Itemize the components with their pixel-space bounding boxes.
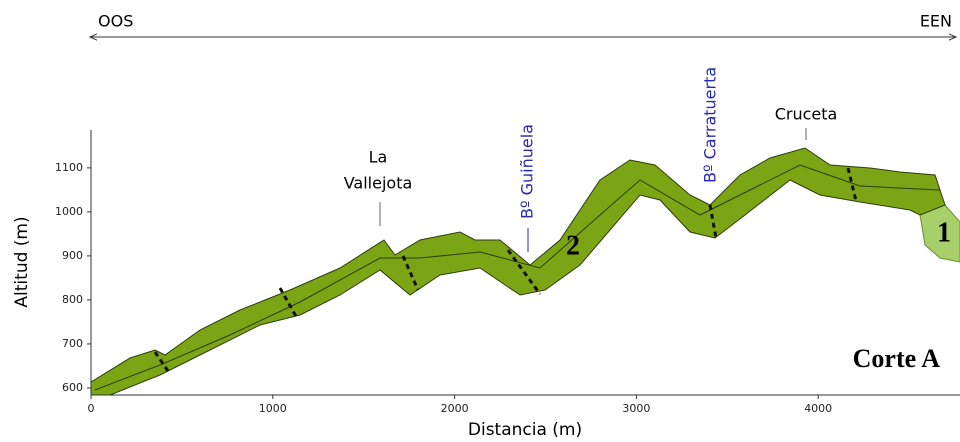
x-tick-label: 4000: [804, 402, 832, 415]
direction-right: EEN: [920, 12, 952, 31]
x-axis-title: Distancia (m): [468, 420, 582, 440]
place-label-2: Vallejota: [344, 174, 413, 193]
y-axis-title: Altitud (m): [12, 216, 32, 307]
y-tick-label: 700: [62, 337, 83, 350]
section-label: Corte A: [853, 344, 941, 373]
place-label: Bº Guiñuela: [518, 124, 537, 219]
place-label: Cruceta: [775, 105, 838, 124]
y-tick-label: 900: [62, 249, 83, 262]
unit-label: 1: [937, 217, 951, 248]
cross-section: OOS EEN La Vallejota Bº Guiñuela Bº Carr…: [0, 0, 960, 442]
x-tick-label: 1000: [259, 402, 287, 415]
place-label: Bº Carratuerta: [701, 67, 720, 183]
direction-left: OOS: [98, 12, 133, 31]
y-tick-label: 600: [62, 381, 83, 394]
y-tick-label: 1000: [55, 205, 83, 218]
y-tick-label: 800: [62, 293, 83, 306]
x-tick-label: 2000: [441, 402, 469, 415]
unit-label: 2: [566, 230, 580, 261]
y-tick-label: 1100: [55, 161, 83, 174]
x-tick-label: 0: [88, 402, 95, 415]
place-label: La: [369, 148, 388, 167]
x-tick-label: 3000: [622, 402, 650, 415]
